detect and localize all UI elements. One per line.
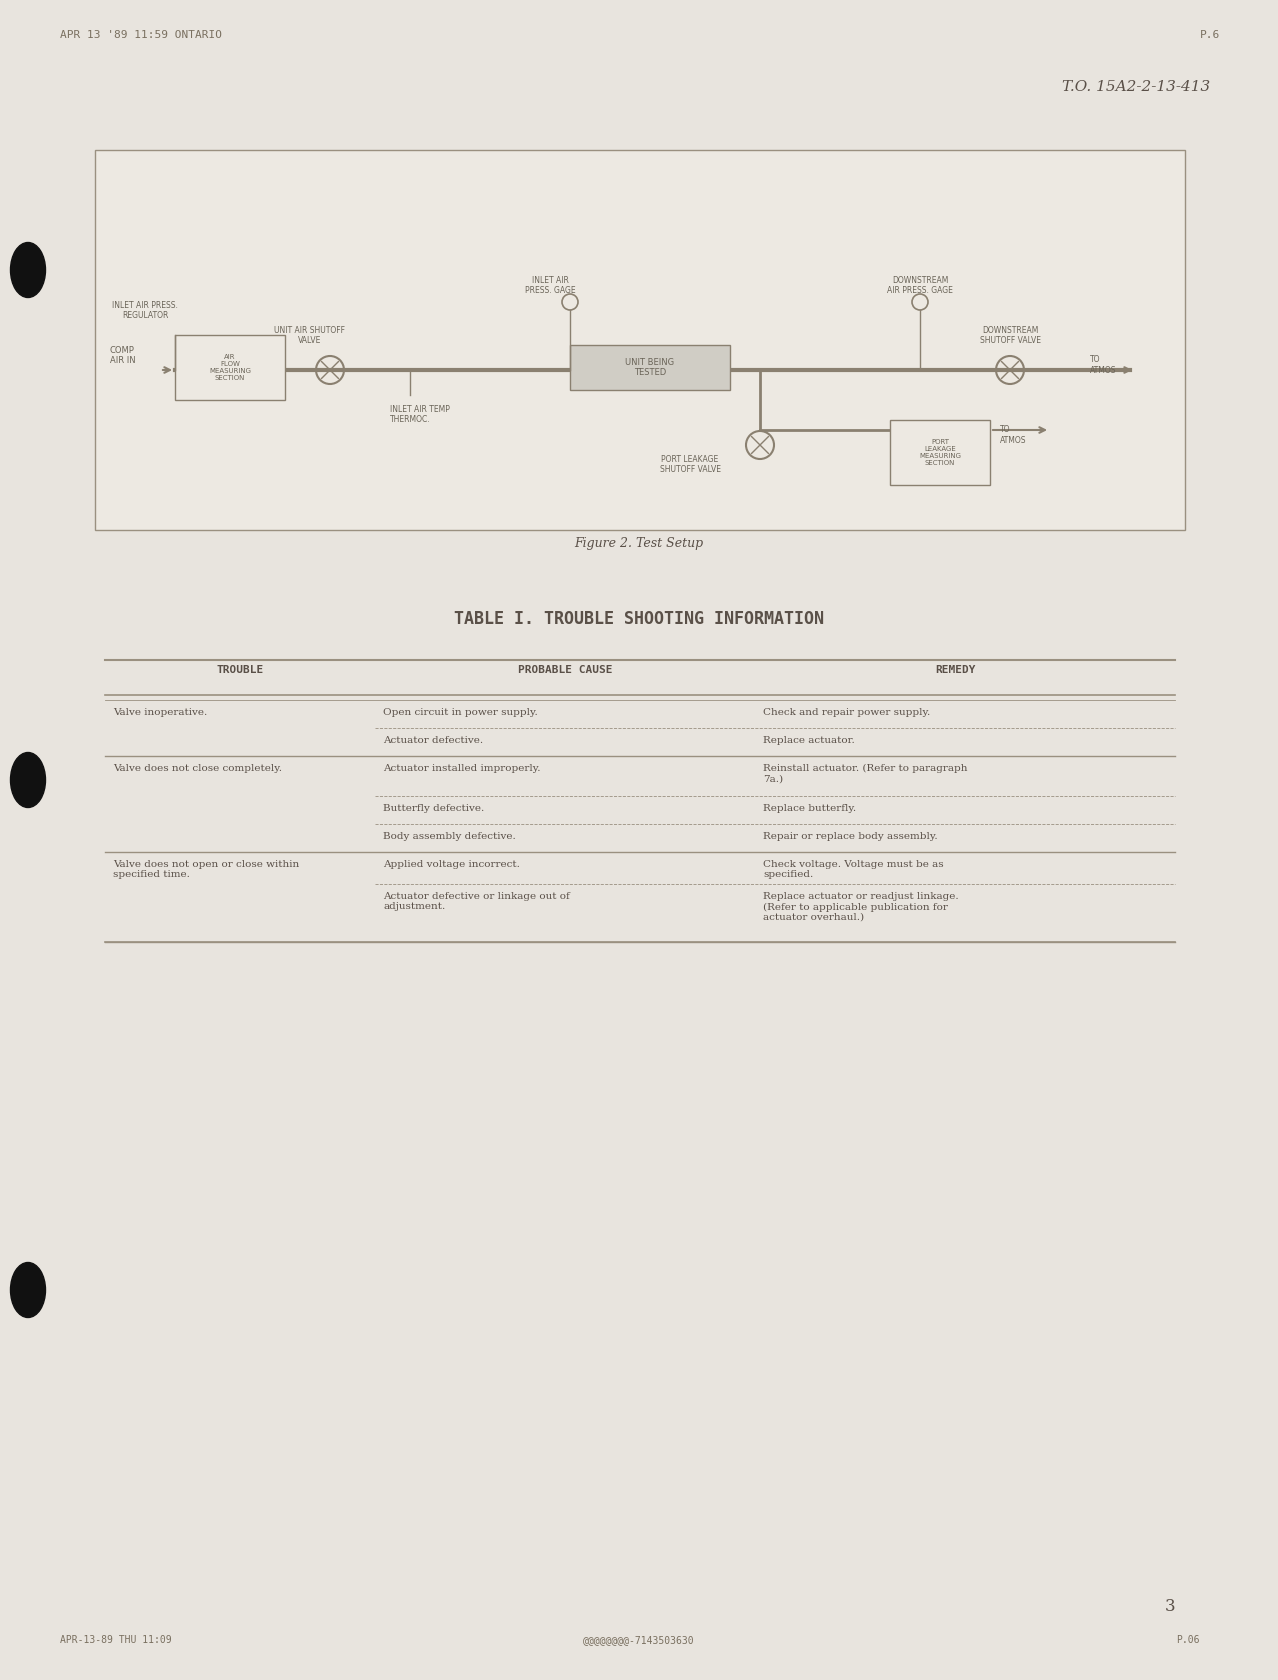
Bar [570, 344, 730, 390]
Bar [889, 420, 990, 486]
Text: INLET AIR TEMP
THERMOC.: INLET AIR TEMP THERMOC. [390, 405, 450, 425]
Text: DOWNSTREAM
SHUTOFF VALVE: DOWNSTREAM SHUTOFF VALVE [979, 326, 1040, 344]
Text: TABLE I. TROUBLE SHOOTING INFORMATION: TABLE I. TROUBLE SHOOTING INFORMATION [454, 610, 824, 628]
Text: Valve does not open or close within
specified time.: Valve does not open or close within spec… [112, 860, 299, 879]
Text: COMP
AIR IN: COMP AIR IN [110, 346, 135, 365]
Text: Applied voltage incorrect.: Applied voltage incorrect. [383, 860, 520, 869]
Text: REMEDY: REMEDY [934, 665, 975, 675]
Text: PROBABLE CAUSE: PROBABLE CAUSE [518, 665, 612, 675]
Text: Figure 2. Test Setup: Figure 2. Test Setup [574, 538, 704, 549]
Text: TO
ATMOS: TO ATMOS [1090, 354, 1117, 375]
Text: Check and repair power supply.: Check and repair power supply. [763, 707, 930, 717]
Text: Actuator installed improperly.: Actuator installed improperly. [383, 764, 541, 773]
Ellipse shape [10, 1262, 46, 1317]
Bar [175, 334, 285, 400]
Text: Valve inoperative.: Valve inoperative. [112, 707, 207, 717]
Text: Replace actuator or readjust linkage.
(Refer to applicable publication for
actua: Replace actuator or readjust linkage. (R… [763, 892, 958, 922]
Text: PORT
LEAKAGE
MEASURING
SECTION: PORT LEAKAGE MEASURING SECTION [919, 438, 961, 465]
Text: INLET AIR PRESS.
REGULATOR: INLET AIR PRESS. REGULATOR [112, 301, 178, 319]
Text: Open circuit in power supply.: Open circuit in power supply. [383, 707, 538, 717]
Text: AIR
FLOW
MEASURING
SECTION: AIR FLOW MEASURING SECTION [210, 354, 250, 381]
Text: APR 13 '89 11:59 ONTARIO: APR 13 '89 11:59 ONTARIO [60, 30, 222, 40]
Text: Repair or replace body assembly.: Repair or replace body assembly. [763, 832, 938, 842]
Ellipse shape [10, 753, 46, 808]
Bar [95, 150, 1185, 529]
Text: Body assembly defective.: Body assembly defective. [383, 832, 516, 842]
Text: UNIT AIR SHUTOFF
VALVE: UNIT AIR SHUTOFF VALVE [275, 326, 345, 344]
Text: @@@@@@@@-7143503630: @@@@@@@@-7143503630 [583, 1635, 695, 1645]
Text: TO
ATMOS: TO ATMOS [999, 425, 1026, 445]
Text: Replace butterfly.: Replace butterfly. [763, 805, 856, 813]
Text: APR-13-89 THU 11:09: APR-13-89 THU 11:09 [60, 1635, 171, 1645]
Text: Actuator defective.: Actuator defective. [383, 736, 483, 744]
Text: 3: 3 [1164, 1598, 1174, 1614]
Text: P.6: P.6 [1200, 30, 1220, 40]
Text: Reinstall actuator. (Refer to paragraph
7a.): Reinstall actuator. (Refer to paragraph … [763, 764, 967, 783]
Text: UNIT BEING
TESTED: UNIT BEING TESTED [625, 358, 675, 378]
Text: TROUBLE: TROUBLE [216, 665, 263, 675]
Text: Replace actuator.: Replace actuator. [763, 736, 855, 744]
Text: PORT LEAKAGE
SHUTOFF VALVE: PORT LEAKAGE SHUTOFF VALVE [659, 455, 721, 474]
Text: T.O. 15A2-2-13-413: T.O. 15A2-2-13-413 [1062, 81, 1210, 94]
Text: INLET AIR
PRESS. GAGE: INLET AIR PRESS. GAGE [525, 276, 575, 296]
Text: Check voltage. Voltage must be as
specified.: Check voltage. Voltage must be as specif… [763, 860, 943, 879]
Text: Valve does not close completely.: Valve does not close completely. [112, 764, 282, 773]
Text: P.06: P.06 [1177, 1635, 1200, 1645]
Text: Butterfly defective.: Butterfly defective. [383, 805, 484, 813]
Text: DOWNSTREAM
AIR PRESS. GAGE: DOWNSTREAM AIR PRESS. GAGE [887, 276, 953, 296]
Text: Actuator defective or linkage out of
adjustment.: Actuator defective or linkage out of adj… [383, 892, 570, 911]
Ellipse shape [10, 242, 46, 297]
